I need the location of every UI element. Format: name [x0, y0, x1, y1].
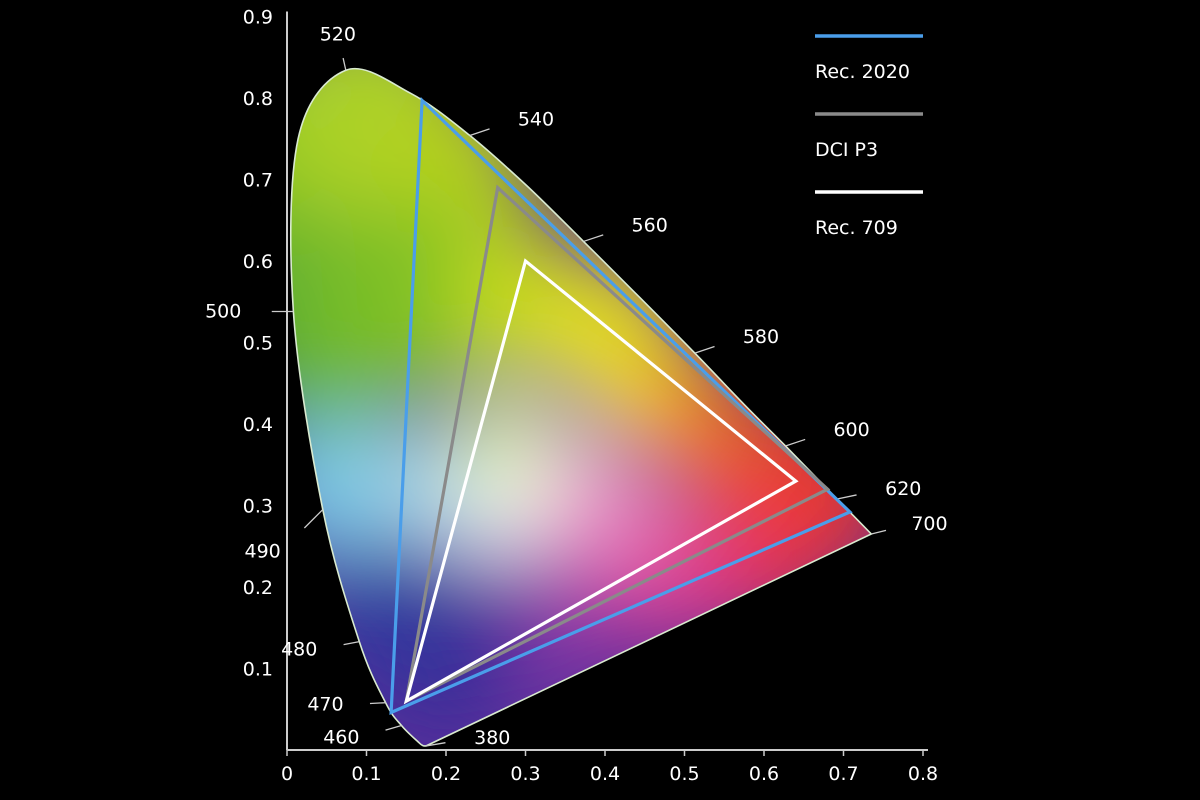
x-tick-label: 0.3 [510, 763, 540, 785]
gamut-triangle-rec-2020 [389, 96, 853, 716]
x-tick-label: 0.2 [431, 763, 461, 785]
wavelength-label-490: 490 [245, 541, 281, 563]
x-tick-label: 0.7 [828, 763, 858, 785]
wavelength-label-560: 560 [632, 214, 668, 236]
x-tick-label: 0.4 [590, 763, 620, 785]
x-tick-label: 0.1 [351, 763, 381, 785]
wavelength-label-480: 480 [281, 639, 317, 661]
y-tick-label: 0.4 [243, 414, 273, 436]
legend-label: DCI P3 [815, 139, 878, 161]
wavelength-leader-line [694, 345, 715, 354]
legend-label: Rec. 709 [815, 217, 898, 239]
axes: 0 0.1 0.2 0.3 0.4 0.5 0.6 0.7 0.8 0.1 0.2 0.3 0.4 0.5… [243, 7, 938, 786]
wavelength-leader-line [303, 509, 324, 529]
y-tick-label: 0.1 [243, 659, 273, 681]
wavelength-label-460: 460 [323, 727, 359, 749]
x-tick-label: 0.8 [908, 763, 938, 785]
wavelength-label-380: 380 [474, 727, 510, 749]
spectral-locus-outline [289, 67, 873, 747]
gamut-triangles [389, 96, 853, 716]
wavelength-leader-line [426, 742, 446, 747]
wavelength-leader-line [343, 640, 360, 646]
wavelength-label-520: 520 [320, 23, 356, 45]
wavelength-leader-line [369, 702, 386, 705]
y-tick-label: 0.5 [243, 333, 273, 355]
x-tick-label: 0.6 [749, 763, 779, 785]
y-tick-label: 0.3 [243, 496, 273, 518]
wavelength-label-500: 500 [205, 301, 241, 323]
x-tick-label: 0 [281, 763, 293, 785]
wavelength-leader-line [469, 128, 490, 137]
y-tick-label: 0.7 [243, 170, 273, 192]
y-tick-label: 0.8 [243, 88, 273, 110]
gamut-triangle-dci-p3 [404, 184, 831, 704]
legend: Rec. 2020 DCI P3 Rec. 709 [815, 34, 923, 239]
wavelength-leader-line [837, 494, 857, 500]
gamut-triangle-rec-709 [403, 258, 799, 705]
wavelength-leader-line [871, 529, 887, 535]
wavelength-label-580: 580 [743, 326, 779, 348]
legend-label: Rec. 2020 [815, 61, 910, 83]
wavelength-label-620: 620 [885, 478, 921, 500]
wavelength-label-600: 600 [833, 419, 869, 441]
x-tick-label: 0.5 [669, 763, 699, 785]
wavelength-labels: 380 460 470 480 490 500 520 540 560 580 600 620 700 [205, 23, 947, 749]
wavelength-leader-line [385, 724, 402, 731]
wavelength-leader-line [785, 438, 806, 447]
wavelength-leader-line [342, 57, 347, 71]
wavelength-leader-line [583, 234, 604, 243]
wavelength-label-540: 540 [518, 108, 554, 130]
y-tick-label: 0.6 [243, 251, 273, 273]
y-tick-label: 0.2 [243, 577, 273, 599]
y-tick-label: 0.9 [243, 7, 273, 29]
wavelength-label-470: 470 [307, 694, 343, 716]
wavelength-label-700: 700 [911, 513, 947, 535]
